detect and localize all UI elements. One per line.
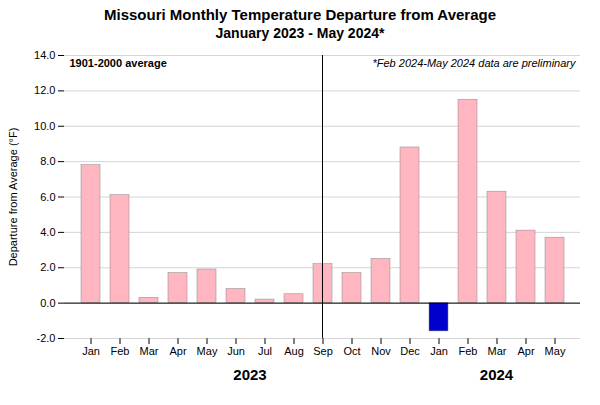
svg-text:4.0: 4.0 bbox=[40, 226, 55, 238]
svg-text:Departure from Average (°F): Departure from Average (°F) bbox=[7, 128, 19, 267]
svg-text:2024: 2024 bbox=[480, 366, 514, 383]
svg-text:Nov: Nov bbox=[371, 345, 391, 357]
svg-text:Jan: Jan bbox=[430, 345, 448, 357]
svg-text:Mar: Mar bbox=[488, 345, 507, 357]
svg-text:10.0: 10.0 bbox=[34, 120, 55, 132]
svg-text:6.0: 6.0 bbox=[40, 191, 55, 203]
html-text:Missouri Monthly Temperature D: Missouri Monthly Temperature Departure f… bbox=[104, 6, 496, 23]
svg-text:Aug: Aug bbox=[284, 345, 304, 357]
svg-text:Jan: Jan bbox=[82, 345, 100, 357]
svg-text:0.0: 0.0 bbox=[40, 297, 55, 309]
svg-text:May: May bbox=[197, 345, 218, 357]
svg-text:8.0: 8.0 bbox=[40, 155, 55, 167]
svg-text:12.0: 12.0 bbox=[34, 84, 55, 96]
svg-text:Jun: Jun bbox=[227, 345, 245, 357]
svg-text:Apr: Apr bbox=[169, 345, 186, 357]
html-text:January 2023 - May 2024*: January 2023 - May 2024* bbox=[215, 25, 385, 41]
svg-text:Feb: Feb bbox=[459, 345, 478, 357]
svg-text:2.0: 2.0 bbox=[40, 261, 55, 273]
svg-text:Feb: Feb bbox=[111, 345, 130, 357]
svg-text:2023: 2023 bbox=[233, 366, 266, 383]
svg-text:*Feb 2024-May 2024 data are pr: *Feb 2024-May 2024 data are preliminary bbox=[372, 57, 577, 69]
svg-text:Jul: Jul bbox=[258, 345, 272, 357]
svg-text:1901-2000 average: 1901-2000 average bbox=[70, 57, 167, 69]
svg-text:14.0: 14.0 bbox=[34, 49, 55, 61]
svg-text:Oct: Oct bbox=[343, 345, 360, 357]
svg-text:Sep: Sep bbox=[313, 345, 333, 357]
svg-text:Dec: Dec bbox=[400, 345, 420, 357]
svg-text:Apr: Apr bbox=[517, 345, 534, 357]
svg-text:Mar: Mar bbox=[140, 345, 159, 357]
svg-text:May: May bbox=[545, 345, 566, 357]
svg-text:-2.0: -2.0 bbox=[37, 332, 56, 344]
